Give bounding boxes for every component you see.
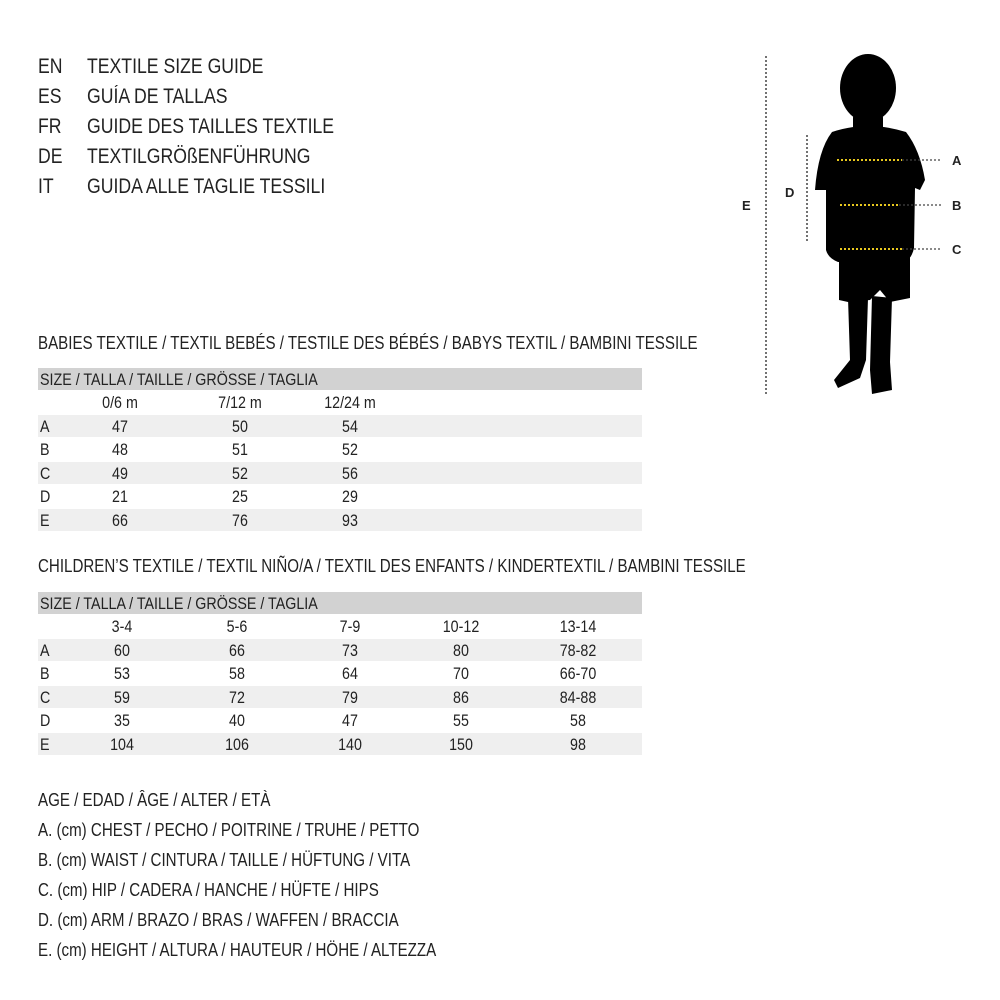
row-label: A (40, 417, 50, 436)
table-cell: 150 (449, 734, 473, 754)
column-header: 13-14 (559, 617, 597, 636)
table-cell: 52 (232, 463, 248, 483)
legend-item: A. (cm) CHEST / PECHO / POITRINE / TRUHE… (38, 820, 420, 840)
legend-item: C. (cm) HIP / CADERA / HANCHE / HÜFTE / … (38, 880, 379, 900)
table-cell: 25 (232, 487, 248, 507)
table-cell: 70 (453, 664, 469, 684)
table-cell: 98 (570, 734, 586, 754)
table-cell: 80 (453, 641, 469, 660)
row-stripe (38, 415, 642, 437)
table-cell: 106 (225, 734, 249, 754)
size-header-bar (38, 592, 642, 614)
table-cell: 79 (342, 687, 358, 707)
table-cell: 58 (229, 664, 245, 684)
legend-item: B. (cm) WAIST / CINTURA / TAILLE / HÜFTU… (38, 850, 411, 870)
table-cell: 104 (110, 734, 134, 754)
table-cell: 78-82 (559, 641, 597, 660)
label-e: E (742, 198, 751, 213)
label-d: D (785, 185, 794, 200)
table-cell: 72 (229, 687, 245, 707)
table-cell: 93 (342, 510, 358, 530)
table-cell: 55 (453, 711, 469, 731)
row-stripe (38, 732, 642, 755)
section-title: CHILDREN’S TEXTILE / TEXTIL NIÑO/A / TEX… (38, 556, 746, 576)
legend-item: E. (cm) HEIGHT / ALTURA / HAUTEUR / HÖHE… (38, 940, 437, 960)
table-cell: 59 (114, 687, 130, 707)
table-cell: 140 (338, 734, 362, 754)
silhouette (815, 54, 925, 394)
size-header: SIZE / TALLA / TAILLE / GRÖSSE / TAGLIA (40, 370, 318, 389)
legend-item: D. (cm) ARM / BRAZO / BRAS / WAFFEN / BR… (38, 910, 399, 930)
column-header: 7-9 (339, 617, 361, 636)
table-cell: 50 (232, 417, 248, 436)
guide-title: GUIDE DES TAILLES TEXTILE (87, 115, 335, 138)
row-label: D (40, 711, 51, 731)
label-c: C (952, 242, 962, 257)
column-header: 5-6 (226, 617, 248, 636)
guide-title: TEXTILGRÖßENFÜHRUNG (87, 145, 311, 168)
table-cell: 53 (114, 664, 130, 684)
row-label: C (40, 463, 51, 483)
language-code: EN (38, 55, 63, 78)
table-cell: 21 (112, 487, 128, 507)
label-b: B (952, 198, 961, 213)
table-cell: 66 (112, 510, 128, 530)
table-cell: 84-88 (559, 687, 597, 707)
table-cell: 47 (112, 417, 128, 436)
table-cell: 66 (229, 641, 245, 660)
row-stripe (38, 685, 642, 708)
row-label: B (40, 440, 50, 460)
table-cell: 54 (342, 417, 358, 436)
table-cell: 60 (114, 641, 130, 660)
table-cell: 66-70 (559, 664, 597, 684)
column-header: 12/24 m (324, 393, 376, 412)
row-label: E (40, 734, 50, 754)
table-cell: 35 (114, 711, 130, 731)
column-header: 3-4 (111, 617, 133, 636)
column-header: 0/6 m (102, 393, 138, 412)
table-cell: 76 (232, 510, 248, 530)
table-cell: 64 (342, 664, 358, 684)
row-stripe (38, 508, 642, 531)
size-header-bar (38, 368, 642, 390)
guide-title: TEXTILE SIZE GUIDE (87, 55, 264, 78)
column-header: 10-12 (442, 617, 480, 636)
row-stripe (38, 639, 642, 661)
row-label: A (40, 641, 50, 660)
table-cell: 58 (570, 711, 586, 731)
table-cell: 47 (342, 711, 358, 731)
table-cell: 56 (342, 463, 358, 483)
label-a: A (952, 153, 962, 168)
row-stripe (38, 461, 642, 484)
language-code: ES (38, 85, 62, 108)
table-cell: 49 (112, 463, 128, 483)
section-title: BABIES TEXTILE / TEXTIL BEBÉS / TESTILE … (38, 333, 698, 353)
table-cell: 48 (112, 440, 128, 460)
column-header: 7/12 m (218, 393, 262, 412)
table-cell: 52 (342, 440, 358, 460)
size-header: SIZE / TALLA / TAILLE / GRÖSSE / TAGLIA (40, 594, 318, 613)
language-code: FR (38, 115, 62, 138)
row-label: C (40, 687, 51, 707)
table-cell: 73 (342, 641, 358, 660)
table-cell: 40 (229, 711, 245, 731)
row-label: E (40, 510, 50, 530)
language-code: DE (38, 145, 63, 168)
legend-item: AGE / EDAD / ÂGE / ALTER / ETÀ (38, 790, 271, 810)
guide-title: GUÍA DE TALLAS (87, 85, 228, 108)
guide-title: GUIDA ALLE TAGLIE TESSILI (87, 175, 326, 198)
table-cell: 86 (453, 687, 469, 707)
row-label: B (40, 664, 50, 684)
row-label: D (40, 487, 51, 507)
table-cell: 51 (232, 440, 248, 460)
table-cell: 29 (342, 487, 358, 507)
language-code: IT (38, 175, 54, 198)
